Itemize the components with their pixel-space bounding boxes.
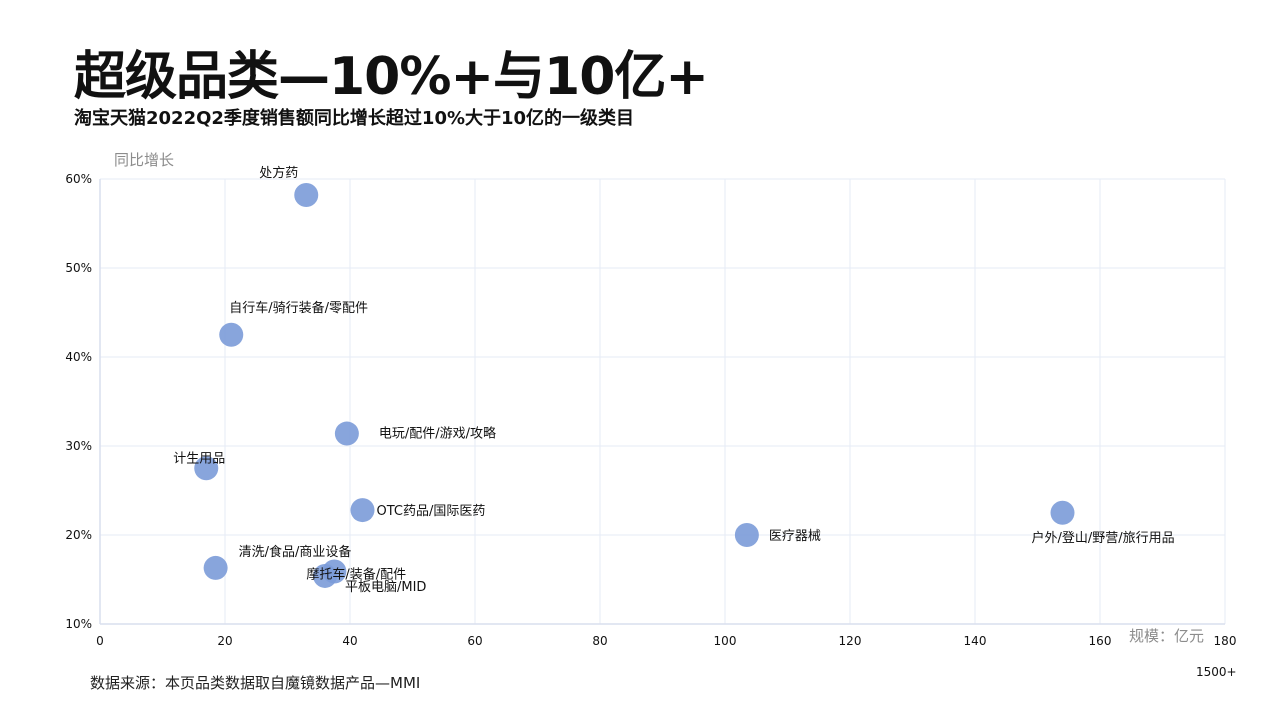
data-points bbox=[194, 183, 1075, 588]
grid-lines bbox=[100, 178, 1226, 624]
page-title: 超级品类—10%+与10亿+ bbox=[74, 47, 709, 107]
data-point-label: 处方药 bbox=[259, 165, 298, 181]
data-point bbox=[194, 456, 219, 481]
y-tick-label: 20% bbox=[65, 528, 92, 542]
data-point-label: OTC药品/国际医药 bbox=[377, 504, 486, 519]
data-point-label: 户外/登山/野营/旅行用品 bbox=[1032, 530, 1175, 546]
data-point-label: 清洗/食品/商业设备 bbox=[239, 544, 352, 560]
x-tick-label: 80 bbox=[592, 634, 607, 648]
x-tick-label: 40 bbox=[342, 634, 357, 648]
data-point-label: 平板电脑/MID bbox=[345, 580, 426, 595]
x-tick-label: 120 bbox=[839, 634, 862, 648]
data-point bbox=[203, 555, 228, 580]
y-tick-label: 50% bbox=[65, 261, 92, 275]
x-axis-note: 1500+ bbox=[1196, 665, 1237, 679]
x-tick-label: 180 bbox=[1214, 634, 1237, 648]
data-point bbox=[734, 523, 759, 547]
data-point bbox=[313, 563, 337, 588]
x-tick-label: 0 bbox=[96, 634, 104, 648]
page-subtitle: 淘宝天猫2022Q2季度销售额同比增长超过10%大于10亿的一级类目 bbox=[74, 108, 635, 129]
x-axis-title: 规模：亿元 bbox=[1129, 627, 1204, 645]
x-tick-label: 100 bbox=[714, 634, 737, 648]
scatter-chart: 0 20 40 60 80 100 120 140 160 180 10% 20% 30% 40% 50% 6… bbox=[65, 151, 1237, 679]
data-point-label: 电玩/配件/游戏/攻略 bbox=[379, 426, 496, 442]
data-point bbox=[350, 498, 375, 523]
data-point-label: 摩托车/装备/配件 bbox=[306, 566, 406, 582]
y-tick-label: 10% bbox=[65, 617, 92, 631]
x-tick-label: 140 bbox=[964, 634, 987, 648]
data-point-label: 自行车/骑行装备/零配件 bbox=[229, 300, 368, 316]
data-point-label: 计生用品 bbox=[173, 451, 225, 466]
data-point bbox=[1050, 500, 1075, 525]
data-point bbox=[294, 183, 319, 208]
y-tick-label: 60% bbox=[65, 172, 92, 186]
x-tick-label: 160 bbox=[1089, 634, 1112, 648]
data-point bbox=[219, 322, 244, 347]
data-source-note: 数据来源：本页品类数据取自魔镜数据产品—MMI bbox=[90, 674, 421, 692]
y-axis-title: 同比增长 bbox=[114, 151, 174, 169]
data-point-label: 医疗器械 bbox=[769, 529, 821, 544]
y-tick-label: 40% bbox=[65, 350, 92, 364]
data-point bbox=[334, 421, 359, 446]
x-tick-label: 20 bbox=[217, 634, 232, 648]
x-tick-label: 60 bbox=[467, 634, 482, 648]
axes: 0 20 40 60 80 100 120 140 160 180 10% 20% 30% 40% 50% 6… bbox=[65, 172, 1236, 648]
y-tick-label: 30% bbox=[65, 439, 92, 453]
